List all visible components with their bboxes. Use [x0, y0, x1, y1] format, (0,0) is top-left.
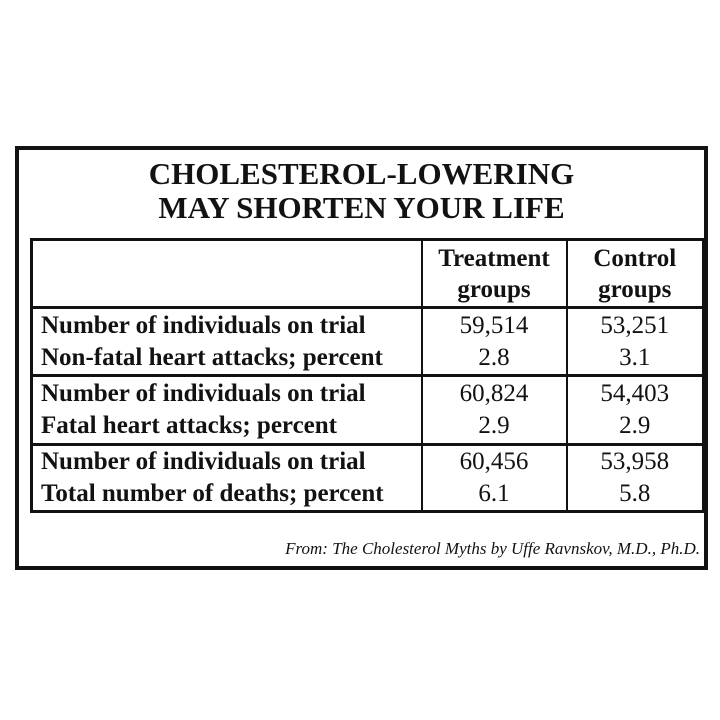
treatment-percent-value: 2.9: [478, 412, 510, 439]
row-label-line-1: Number of individuals on trial: [41, 380, 366, 407]
treatment-percent-value: 2.8: [478, 343, 510, 371]
control-individuals-value: 53,958: [600, 448, 670, 475]
row-label-cell: Number of individuals on trial Fatal hea…: [30, 374, 423, 446]
title-line-2: MAY SHORTEN YOUR LIFE: [158, 190, 565, 225]
col-header-treatment: Treatment groups: [420, 238, 568, 309]
col-header-treatment-line-1: Treatment: [438, 244, 550, 272]
col-header-control: Control groups: [565, 238, 705, 309]
control-value-cell: 54,403 2.9: [565, 374, 705, 446]
col-header-treatment-line-2: groups: [457, 275, 531, 303]
treatment-individuals-value: 60,824: [459, 380, 529, 407]
title-line-1: CHOLESTEROL-LOWERING: [148, 156, 575, 191]
source-note: From: The Cholesterol Myths by Uffe Ravn…: [285, 539, 700, 558]
treatment-value-cell: 60,456 6.1: [420, 443, 568, 513]
header-row: Treatment groups Control groups: [30, 238, 705, 309]
control-individuals-value: 53,251: [600, 311, 670, 339]
col-header-empty: [30, 238, 423, 309]
treatment-value-cell: 60,824 2.9: [420, 374, 568, 446]
control-individuals-value: 54,403: [600, 380, 670, 407]
table-row-fatal-heart-attacks: Number of individuals on trial Fatal hea…: [30, 374, 705, 446]
row-label-line-1: Number of individuals on trial: [41, 311, 366, 339]
figure-title: CHOLESTEROL-LOWERING MAY SHORTEN YOUR LI…: [19, 157, 704, 225]
treatment-percent-value: 6.1: [478, 480, 510, 507]
control-percent-value: 5.8: [619, 480, 651, 507]
row-label-line-1: Number of individuals on trial: [41, 448, 366, 475]
treatment-value-cell: 59,514 2.8: [420, 306, 568, 377]
row-label-line-2: Non-fatal heart attacks; percent: [41, 343, 383, 371]
row-label-line-2: Total number of deaths; percent: [41, 480, 384, 507]
table-row-nonfatal-heart-attacks: Number of individuals on trial Non-fatal…: [30, 306, 705, 377]
control-value-cell: 53,251 3.1: [565, 306, 705, 377]
treatment-individuals-value: 59,514: [459, 311, 529, 339]
col-header-control-line-1: Control: [593, 244, 677, 272]
control-percent-value: 2.9: [619, 412, 651, 439]
treatment-individuals-value: 60,456: [459, 448, 529, 475]
row-label-cell: Number of individuals on trial Non-fatal…: [30, 306, 423, 377]
row-label-line-2: Fatal heart attacks; percent: [41, 412, 337, 439]
row-label-cell: Number of individuals on trial Total num…: [30, 443, 423, 513]
figure-frame: CHOLESTEROL-LOWERING MAY SHORTEN YOUR LI…: [15, 146, 708, 570]
data-table: Treatment groups Control groups Number o…: [30, 238, 705, 513]
table-row-total-deaths: Number of individuals on trial Total num…: [30, 443, 705, 513]
control-percent-value: 3.1: [619, 343, 651, 371]
control-value-cell: 53,958 5.8: [565, 443, 705, 513]
col-header-control-line-2: groups: [598, 275, 672, 303]
